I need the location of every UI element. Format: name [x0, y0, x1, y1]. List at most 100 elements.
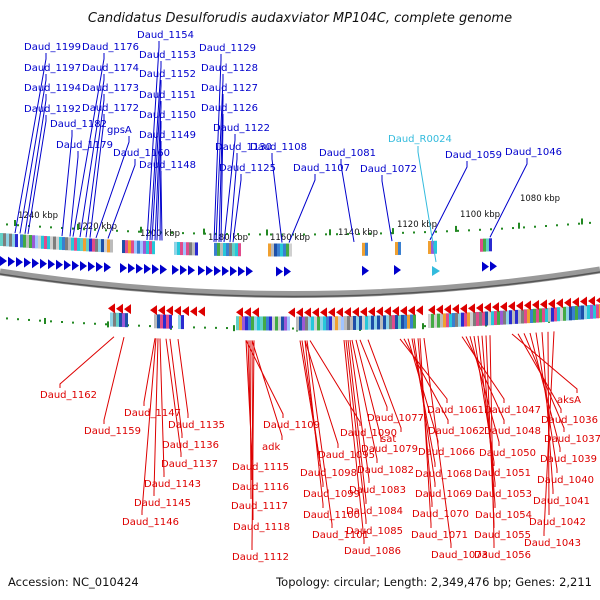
label-leader-line [229, 153, 238, 243]
gene-arrow [484, 302, 491, 313]
label-leader-line [288, 174, 316, 243]
gene-block [326, 316, 329, 331]
gene-arrow [64, 260, 71, 271]
gene-label-reverse: Daud_1070 [412, 509, 469, 520]
gene-arrow [490, 261, 497, 272]
gene-block [314, 316, 317, 331]
gene-arrow [444, 304, 451, 315]
gene-block [362, 242, 365, 256]
gene-block [86, 238, 89, 252]
gene-block [311, 316, 314, 331]
gene-label-forward: Daud_1151 [139, 90, 196, 101]
gene-block [83, 238, 86, 252]
gene-block [371, 315, 374, 330]
gene-arrow [320, 307, 327, 318]
gene-label-reverse: Daud_1066 [418, 447, 475, 458]
gene-block [377, 315, 380, 330]
gene-block [119, 312, 122, 327]
gene-arrow [174, 305, 181, 316]
gene-arrow [252, 307, 259, 318]
gene-block [104, 239, 107, 253]
gene-block [512, 310, 515, 325]
forward-gene-track [0, 233, 497, 277]
label-leader-line [301, 340, 324, 487]
gene-block [163, 314, 166, 329]
gene-label-reverse: Daud_1146 [122, 517, 179, 528]
forward-labels: Daud_1199Daud_1197Daud_1194Daud_1192Daud… [24, 30, 562, 175]
gene-block [389, 315, 392, 330]
gene-arrow [482, 261, 489, 272]
gene-block [68, 237, 71, 251]
map-title: Candidatus Desulforudis audaxviator MP10… [88, 11, 512, 26]
gene-arrow [96, 261, 103, 272]
gene-label-reverse: Daud_1037 [544, 434, 600, 445]
gene-label-reverse: Daud_1109 [263, 420, 320, 431]
rna-gene-arrow [432, 266, 440, 276]
gene-arrow [124, 304, 131, 315]
gene-arrow [556, 298, 563, 309]
scale-dot [6, 223, 8, 226]
gene-block [116, 312, 119, 327]
gene-block [286, 243, 289, 257]
reverse-gene-track [108, 295, 600, 331]
gene-block [464, 312, 467, 327]
gene-block [506, 310, 509, 325]
scale-dot [61, 320, 63, 323]
gene-block [587, 305, 590, 320]
gene-block [92, 238, 95, 252]
gene-label-reverse: Daud_1159 [84, 426, 141, 437]
gene-block [581, 305, 584, 320]
label-leader-line [247, 340, 253, 480]
major-tick [14, 220, 16, 227]
gene-block [269, 316, 272, 331]
gene-block [29, 235, 32, 249]
label-leader-line [304, 340, 324, 508]
gene-label-reverse: Daud_1116 [232, 482, 289, 493]
label-leader-line [351, 339, 378, 463]
label-leader-line [14, 53, 47, 234]
gene-block [365, 315, 368, 330]
gene-arrow [516, 300, 523, 311]
gene-block [157, 314, 160, 329]
gene-arrow [408, 305, 415, 316]
gene-arrow [136, 263, 143, 274]
label-leader-line [154, 101, 162, 241]
scale-dot [424, 231, 426, 234]
gene-block [47, 236, 50, 250]
label-leader-line [169, 338, 183, 438]
gene-block [248, 316, 251, 331]
gene-arrow [596, 297, 600, 304]
gene-block [341, 316, 344, 331]
gene-label-reverse: Daud_1118 [233, 522, 290, 533]
gene-block [59, 236, 62, 250]
label-leader-line [489, 335, 495, 548]
scale-dot [336, 233, 338, 236]
label-leader-line [547, 331, 550, 515]
gene-label-forward: gpsA [107, 125, 132, 136]
scale-dot [215, 326, 217, 329]
gene-block [74, 237, 77, 251]
gene-arrow [144, 263, 151, 274]
gene-block [178, 315, 181, 330]
gene-block [440, 313, 443, 328]
gene-label-forward: Daud_1154 [137, 30, 194, 41]
gene-arrow [72, 260, 79, 271]
gene-block [177, 241, 180, 255]
major-tick [266, 229, 268, 236]
gene-label-reverse: Daud_1085 [346, 526, 403, 537]
label-leader-line [232, 174, 242, 243]
gene-label-reverse: Daud_1117 [231, 501, 288, 512]
gene-label-reverse: Daud_1048 [484, 426, 541, 437]
scale-dot [28, 318, 30, 321]
gene-arrow [158, 305, 165, 316]
scale-dot [17, 318, 19, 321]
gene-arrow [336, 307, 343, 318]
gene-block [557, 307, 560, 322]
gene-label-reverse: Daud_1136 [162, 440, 219, 451]
scale-dot [523, 226, 525, 229]
gene-block [584, 305, 587, 320]
gene-block [260, 316, 263, 331]
label-leader-line [304, 340, 339, 448]
tick-label: 1100 kbp [460, 210, 500, 220]
